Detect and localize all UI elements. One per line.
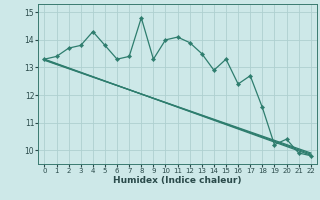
X-axis label: Humidex (Indice chaleur): Humidex (Indice chaleur) <box>113 176 242 185</box>
